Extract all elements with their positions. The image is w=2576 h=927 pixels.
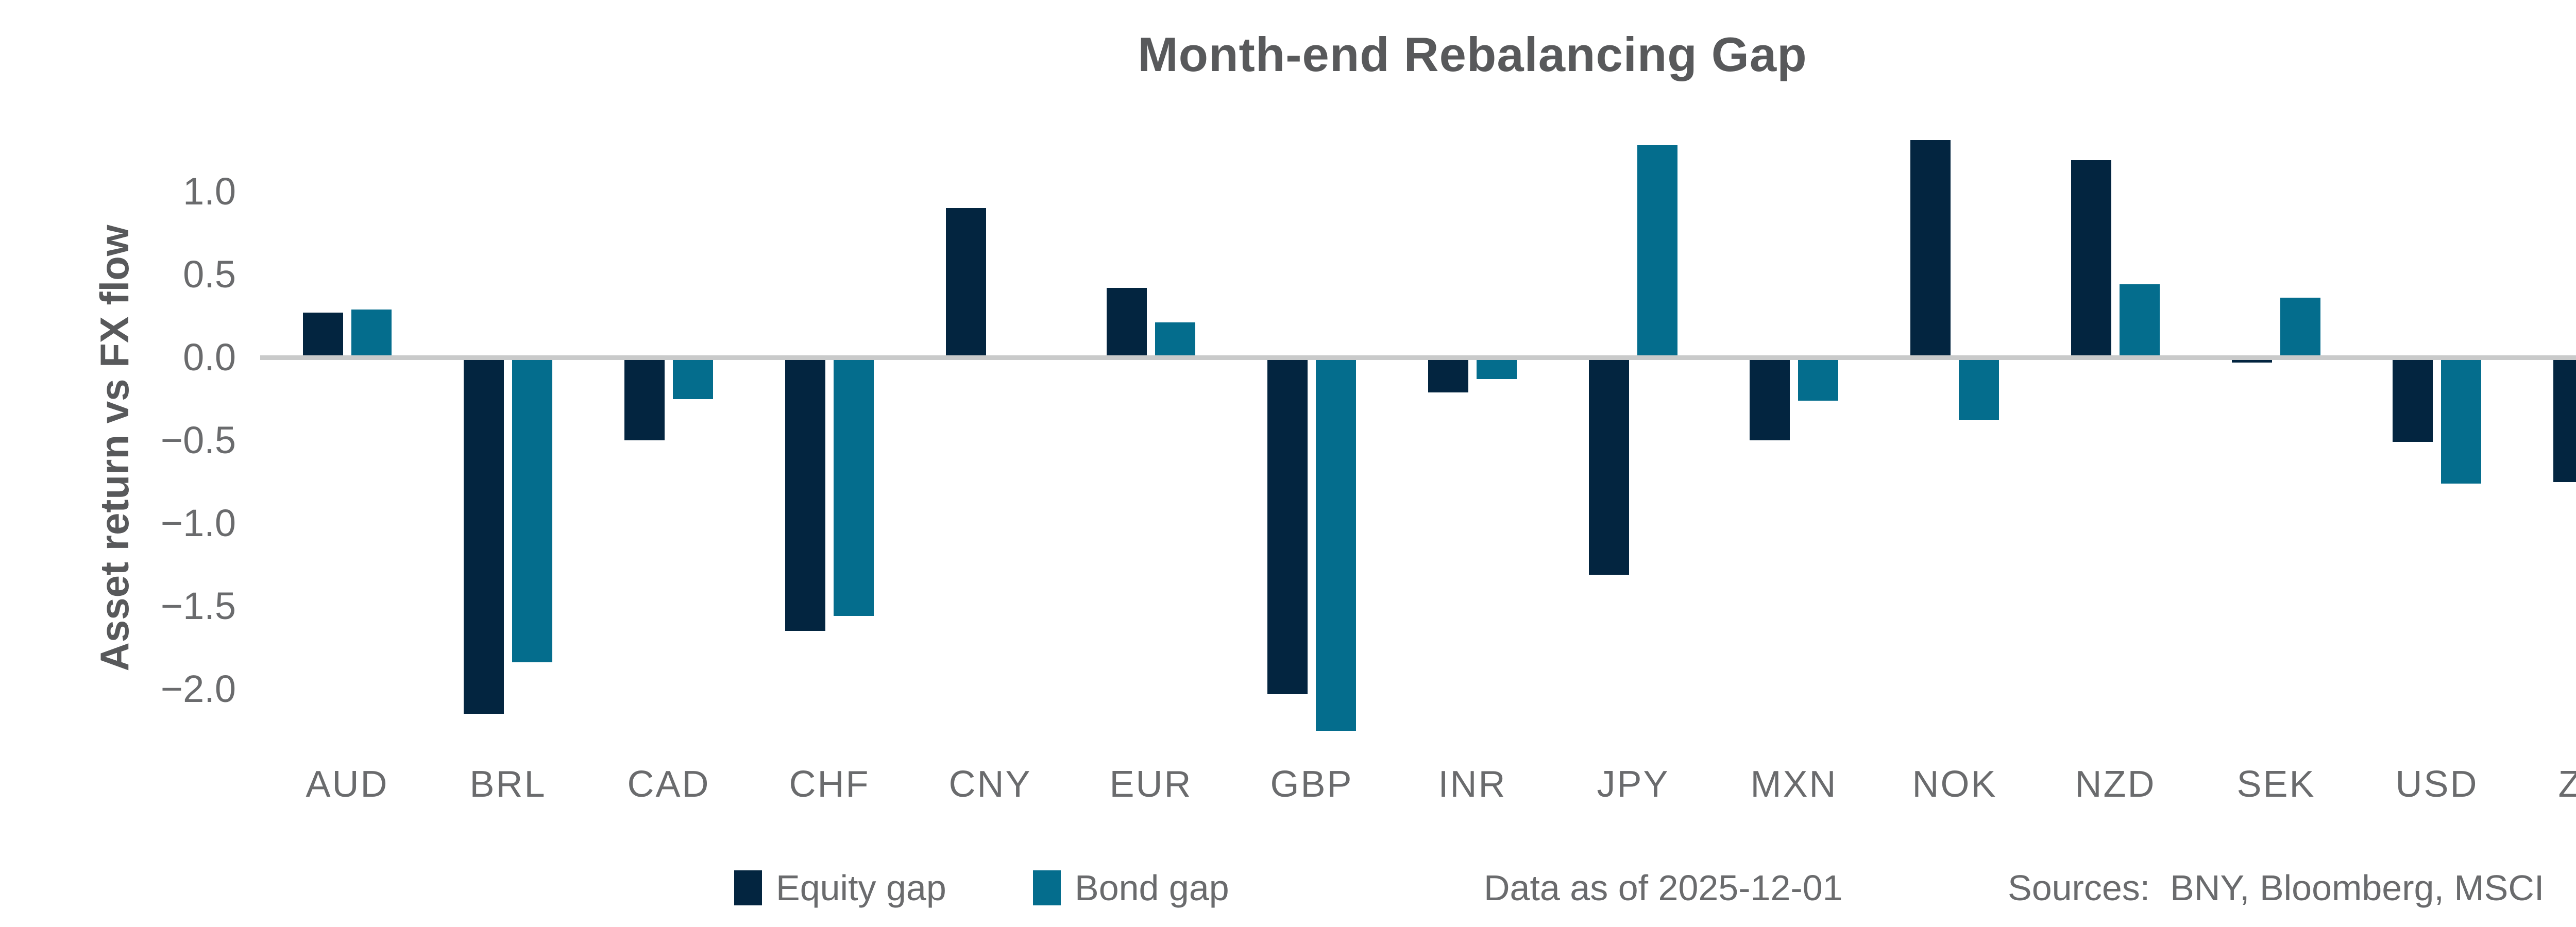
bar-bond-GBP: [1316, 357, 1356, 731]
bar-equity-CNY: [946, 208, 986, 357]
bar-equity-INR: [1428, 357, 1468, 392]
bar-bond-EUR: [1155, 322, 1195, 357]
y-tick-label--1.0: −1.0: [160, 502, 236, 544]
bar-bond-MXN: [1798, 357, 1838, 401]
x-axis-label-GBP: GBP: [1270, 764, 1353, 805]
bar-bond-SEK: [2280, 298, 2320, 357]
bar-equity-USD: [2393, 357, 2433, 442]
bar-bond-JPY: [1637, 145, 1677, 357]
chart-title: Month-end Rebalancing Gap: [1138, 27, 1807, 81]
x-axis-label-EUR: EUR: [1109, 764, 1193, 805]
bar-equity-BRL: [464, 357, 504, 714]
x-axis-label-MXN: MXN: [1750, 764, 1838, 805]
bar-equity-GBP: [1267, 357, 1308, 694]
legend-swatch-bond: [1033, 870, 1061, 905]
bar-equity-CHF: [785, 357, 825, 631]
x-axis-label-CAD: CAD: [627, 764, 710, 805]
bar-bond-NZD: [2120, 284, 2160, 357]
y-tick-label-0.5: 0.5: [183, 253, 236, 296]
y-tick-label-0.0: 0.0: [183, 336, 236, 379]
x-axis-label-BRL: BRL: [469, 764, 547, 805]
zero-gridline: [260, 355, 2576, 360]
sources-note: Sources: BNY, Bloomberg, MSCI: [2008, 868, 2545, 908]
bar-equity-EUR: [1107, 287, 1147, 357]
bar-bond-AUD: [351, 309, 392, 357]
y-tick-label--2.0: −2.0: [160, 667, 236, 710]
bar-equity-CAD: [624, 357, 665, 440]
bar-bond-CHF: [834, 357, 874, 616]
x-axis-label-CNY: CNY: [948, 764, 1032, 805]
bar-bond-USD: [2441, 357, 2481, 484]
legend-label-equity: Equity gap: [776, 868, 946, 908]
x-axis-label-CHF: CHF: [789, 764, 870, 805]
y-tick-label--0.5: −0.5: [160, 419, 236, 461]
x-axis-label-NZD: NZD: [2075, 764, 2156, 805]
x-axis-label-JPY: JPY: [1597, 764, 1670, 805]
bar-equity-JPY: [1589, 357, 1629, 575]
data-as-of-note: Data as of 2025-12-01: [1484, 868, 1843, 908]
legend-label-bond: Bond gap: [1075, 868, 1229, 908]
bar-bond-INR: [1477, 357, 1517, 379]
x-axis-label-SEK: SEK: [2236, 764, 2316, 805]
x-axis-label-USD: USD: [2395, 764, 2479, 805]
footer-row: Equity gap Bond gap Data as of 2025-12-0…: [0, 869, 2576, 916]
bar-equity-NOK: [1910, 140, 1951, 357]
bar-equity-MXN: [1750, 357, 1790, 440]
y-tick-label-1.0: 1.0: [183, 170, 236, 213]
bar-bond-NOK: [1959, 357, 1999, 421]
x-axis-label-INR: INR: [1438, 764, 1507, 805]
bar-equity-ZAR: [2553, 357, 2576, 482]
legend-swatch-equity: [734, 870, 762, 905]
x-axis-label-AUD: AUD: [306, 764, 389, 805]
y-tick-label--1.5: −1.5: [160, 585, 236, 627]
bar-equity-NZD: [2071, 160, 2111, 357]
x-axis-label-ZAR: ZAR: [2558, 764, 2576, 805]
bar-equity-AUD: [303, 313, 343, 357]
x-axis-label-NOK: NOK: [1912, 764, 1997, 805]
bar-bond-CAD: [673, 357, 713, 399]
bar-bond-BRL: [512, 357, 552, 663]
